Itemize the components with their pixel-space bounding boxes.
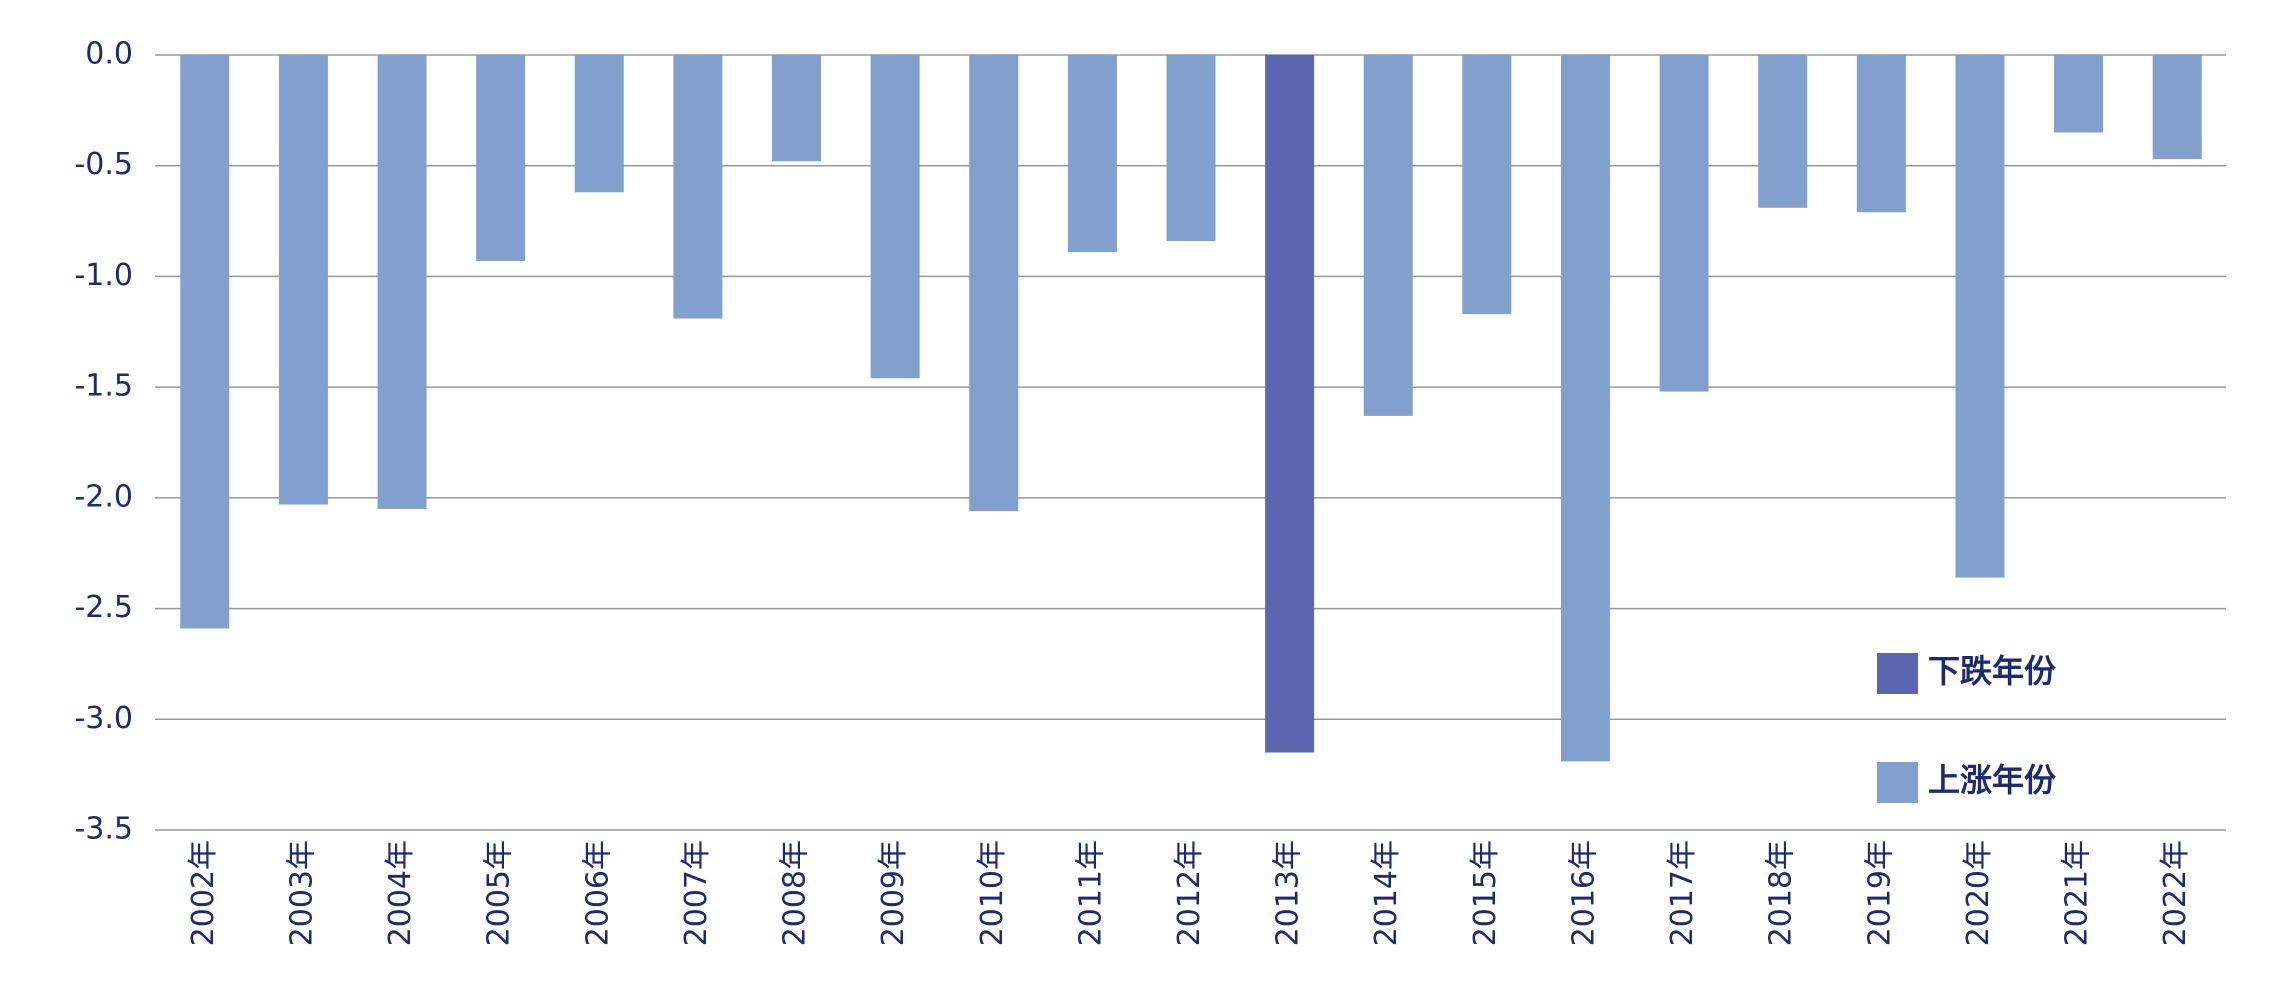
bar [1758, 55, 1808, 208]
y-tick-label: -0.5 [74, 147, 133, 182]
bar [1363, 55, 1413, 416]
bar [377, 55, 427, 509]
bar [2152, 55, 2202, 160]
bar [574, 55, 624, 193]
x-tick-label: 2002年 [186, 840, 221, 946]
bar [1560, 55, 1610, 762]
y-tick-label: -3.0 [74, 701, 133, 736]
y-tick-label: -2.5 [74, 590, 133, 625]
bar [278, 55, 328, 505]
x-tick-label: 2012年 [1172, 840, 1207, 946]
legend-swatch [1877, 762, 1918, 803]
bar [1659, 55, 1709, 392]
bar [180, 55, 230, 629]
x-tick-label: 2018年 [1764, 840, 1799, 946]
bar [1067, 55, 1117, 253]
x-tick-label: 2005年 [482, 840, 517, 946]
bar [1265, 55, 1315, 753]
x-tick-label: 2021年 [2060, 840, 2095, 946]
y-tick-label: -2.0 [74, 479, 133, 514]
x-tick-label: 2003年 [284, 840, 319, 946]
bar [2054, 55, 2104, 133]
x-tick-label: 2006年 [580, 840, 615, 946]
legend-swatch [1877, 653, 1918, 694]
x-tick-label: 2015年 [1468, 840, 1503, 946]
bar [1856, 55, 1906, 213]
x-tick-label: 2010年 [975, 840, 1010, 946]
x-tick-label: 2020年 [1961, 840, 1996, 946]
x-tick-label: 2014年 [1369, 840, 1404, 946]
x-tick-label: 2009年 [876, 840, 911, 946]
legend-label: 下跌年份 [1928, 652, 2056, 690]
y-tick-label: -1.0 [74, 258, 133, 293]
y-tick-label: -3.5 [74, 812, 133, 847]
x-tick-label: 2011年 [1073, 840, 1108, 946]
bar [870, 55, 920, 379]
bar [969, 55, 1019, 512]
bar [1955, 55, 2005, 578]
bar [1462, 55, 1512, 315]
legend-label: 上涨年份 [1928, 761, 2056, 799]
x-tick-label: 2008年 [778, 840, 813, 946]
x-tick-label: 2007年 [679, 840, 714, 946]
bar [476, 55, 526, 261]
bar [673, 55, 723, 319]
bar [772, 55, 822, 162]
bar [1166, 55, 1216, 241]
x-tick-label: 2004年 [383, 840, 418, 946]
x-tick-label: 2017年 [1665, 840, 1700, 946]
x-tick-label: 2022年 [2158, 840, 2193, 946]
x-tick-label: 2016年 [1566, 840, 1601, 946]
y-tick-label: 0.0 [85, 37, 133, 72]
x-tick-label: 2013年 [1271, 840, 1306, 946]
x-tick-label: 2019年 [1862, 840, 1897, 946]
y-tick-label: -1.5 [74, 369, 133, 404]
